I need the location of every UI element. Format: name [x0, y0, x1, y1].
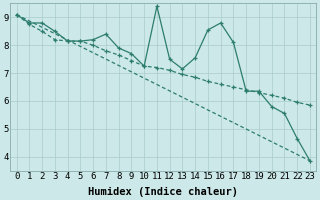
X-axis label: Humidex (Indice chaleur): Humidex (Indice chaleur): [88, 186, 238, 197]
